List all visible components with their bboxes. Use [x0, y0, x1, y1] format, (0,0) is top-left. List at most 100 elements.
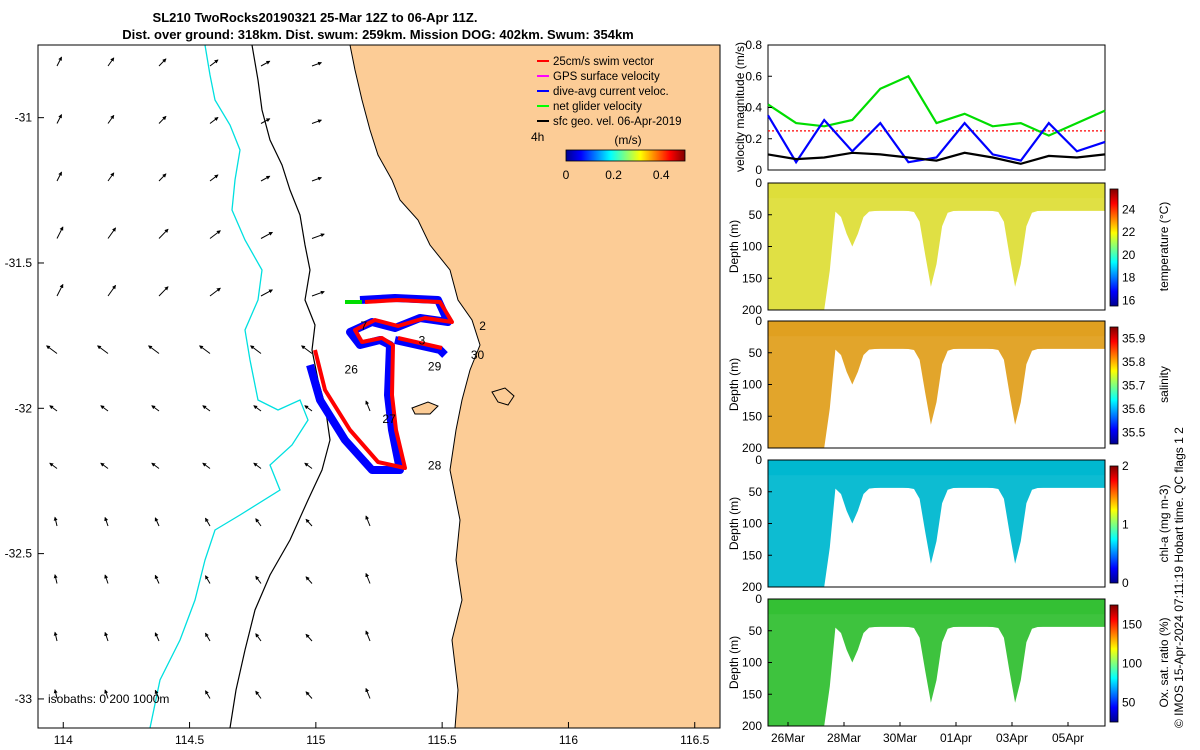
isobath-1000-line	[149, 45, 309, 728]
geo-velocity-arrow	[56, 171, 62, 182]
section-colorbar	[1109, 465, 1119, 584]
geostrophic-arrow-field	[46, 56, 371, 699]
geo-velocity-arrow	[158, 115, 167, 124]
geo-velocity-arrow	[255, 690, 262, 699]
geo-velocity-arrow	[253, 405, 262, 412]
geo-velocity-arrow	[255, 633, 262, 642]
section-y-tick-label: 200	[742, 441, 762, 455]
geo-velocity-arrow	[107, 172, 115, 182]
geo-velocity-arrow	[100, 462, 109, 469]
geo-velocity-arrow	[46, 345, 58, 354]
map-y-tick-label: -33	[15, 692, 33, 706]
section-panel: 0 50 100 150 200 Depth (m) 50 100 150 Ox. sat. ra…	[727, 592, 1171, 733]
section-y-tick-label: 50	[749, 208, 763, 222]
day-label: 2	[479, 319, 486, 333]
velocity-series	[767, 74, 1106, 165]
colorbar-unit-label: (m/s)	[614, 133, 641, 147]
geo-velocity-arrow	[255, 575, 262, 584]
geo-velocity-arrow	[304, 462, 313, 469]
section-surface-layer	[768, 599, 1105, 615]
section-data-fill	[768, 463, 1105, 587]
geo-velocity-arrow	[301, 345, 313, 354]
section-surface-layer	[768, 460, 1105, 476]
geo-velocity-arrow	[365, 400, 371, 412]
time-axis: 26Mar 28Mar 30Mar 01Apr 03Apr 05Apr	[771, 722, 1084, 745]
geo-velocity-arrow	[305, 633, 313, 642]
geo-velocity-arrow	[365, 687, 371, 699]
section-colorbar-tick-label: 35.7	[1122, 379, 1146, 393]
geo-velocity-arrow	[311, 119, 323, 124]
map-y-tick-label: -31	[15, 111, 33, 125]
section-colorbar-label: chl-a (mg m-3)	[1157, 484, 1171, 562]
day-label: 3	[419, 333, 426, 347]
section-y-label: Depth (m)	[727, 636, 741, 689]
geo-velocity-arrow	[255, 518, 262, 527]
day-label: 26	[345, 362, 359, 376]
isobaths-caption: isobaths: 0 200 1000m	[48, 692, 169, 706]
section-colorbar-tick-label: 16	[1122, 293, 1136, 307]
dive-avg-current-track	[306, 294, 452, 474]
geo-velocity-arrow	[154, 689, 160, 699]
day-label: 7	[361, 319, 368, 333]
geo-velocity-arrow	[202, 462, 211, 469]
section-surface-layer	[768, 183, 1105, 199]
section-colorbar-tick-label: 18	[1122, 271, 1136, 285]
geo-velocity-arrow	[49, 405, 58, 412]
velocity-y-ticks: 0 0.2 0.4 0.6 0.8	[745, 38, 772, 177]
geo-velocity-arrow	[260, 118, 271, 124]
time-tick-label: 03Apr	[996, 731, 1028, 745]
geo-velocity-arrow	[260, 60, 271, 67]
day-labels: 7 3 2 30 29 26 27 28	[345, 319, 487, 473]
speed-colorbar	[565, 149, 686, 162]
map-y-tick-label: -31.5	[5, 256, 33, 270]
geo-velocity-arrow	[253, 462, 262, 469]
geo-velocity-arrow	[209, 117, 219, 124]
section-y-tick-label: 50	[749, 346, 763, 360]
geo-velocity-arrow	[104, 516, 109, 527]
section-y-tick-label: 0	[755, 453, 762, 467]
section-y-label: Depth (m)	[727, 220, 741, 273]
day-label: 29	[428, 360, 442, 374]
section-data-fill	[768, 324, 1105, 448]
time-tick-label: 05Apr	[1052, 731, 1084, 745]
geo-velocity-arrow	[305, 518, 313, 527]
geo-velocity-arrow	[311, 233, 325, 239]
section-y-tick-label: 150	[742, 271, 762, 285]
legend-label: GPS surface velocity	[553, 71, 660, 83]
geo-velocity-arrow	[151, 405, 160, 412]
geo-velocity-arrow	[260, 231, 273, 239]
coastline	[349, 45, 481, 728]
garden-island	[411, 401, 439, 415]
section-colorbar-tick-label: 1	[1122, 518, 1129, 532]
colorbar-tick-label: 0.4	[653, 168, 670, 182]
section-y-label: Depth (m)	[727, 497, 741, 550]
figure-title-line1: SL210 TwoRocks20190321 25-Mar 12Z to 06-…	[153, 10, 478, 25]
map-x-tick-label: 116	[559, 733, 578, 747]
section-panel: 0 50 100 150 200 Depth (m) 35.5 35.6 35.7 35.8 35.…	[727, 314, 1171, 455]
geo-velocity-arrow	[107, 57, 115, 67]
map-x-tick-label: 115.5	[428, 733, 457, 747]
section-y-tick-label: 100	[742, 656, 762, 670]
geo-velocity-arrow	[205, 632, 211, 642]
section-y-tick-label: 50	[749, 624, 763, 638]
day-label: 30	[471, 348, 485, 362]
geo-velocity-arrow	[311, 176, 323, 182]
section-y-tick-label: 100	[742, 240, 762, 254]
legend-label: 25cm/s swim vector	[553, 56, 654, 68]
geo-velocity-arrow	[209, 174, 219, 182]
map-x-ticks: 114 114.5 115 115.5 116 116.5	[54, 722, 710, 747]
time-tick-label: 30Mar	[883, 731, 917, 745]
geo-velocity-arrow	[158, 228, 169, 239]
geo-velocity-arrow	[49, 462, 58, 469]
geo-velocity-arrow	[100, 405, 109, 412]
map-y-tick-label: -32	[15, 401, 33, 415]
geo-velocity-arrow	[104, 631, 109, 642]
section-colorbar-tick-label: 50	[1122, 696, 1136, 710]
geo-velocity-arrow	[205, 575, 211, 584]
section-colorbar-tick-label: 35.5	[1122, 425, 1146, 439]
geo-velocity-arrow	[365, 630, 371, 642]
geo-velocity-arrow	[205, 690, 211, 699]
